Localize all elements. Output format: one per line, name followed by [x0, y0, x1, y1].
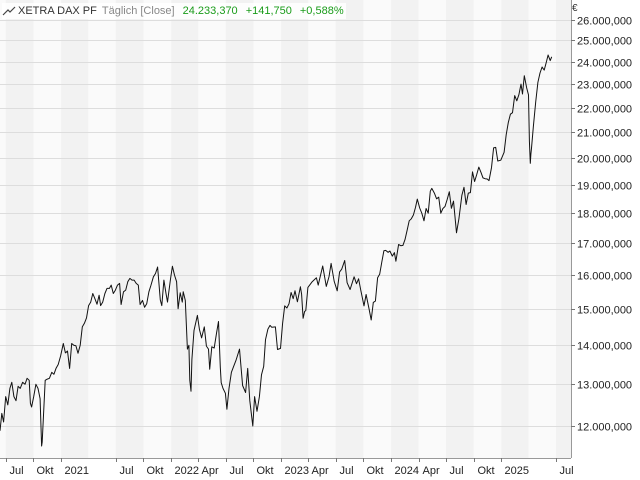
x-tick-label: Okt: [37, 465, 54, 477]
x-tick-label: 2023: [285, 465, 309, 477]
x-tick-label: 2021: [65, 465, 89, 477]
x-tick-label: Jul: [230, 465, 244, 477]
y-tick-label: 24.000,000: [577, 58, 632, 70]
y-tick-label: 23.000,000: [577, 80, 632, 92]
interval-label[interactable]: Täglich [Close]: [101, 5, 175, 17]
x-tick-label: Apr: [312, 465, 329, 477]
y-tick-label: 25.000,000: [577, 36, 632, 48]
x-tick-label: Okt: [257, 465, 274, 477]
last-price: 24.233,370: [182, 5, 238, 17]
x-tick-label: Jul: [340, 465, 354, 477]
y-tick-label: 12.000,000: [577, 422, 632, 434]
time-band: [335, 0, 364, 458]
y-tick-label: 16.000,000: [577, 271, 632, 283]
time-bands: [5, 0, 571, 458]
x-tick-label: Jul: [450, 465, 464, 477]
x-tick-label: 2025: [505, 465, 529, 477]
time-band: [61, 0, 89, 458]
grid-lines: [0, 20, 571, 427]
y-tick-label: 26.000,000: [577, 16, 632, 28]
y-tick-label: 21.000,000: [577, 128, 632, 140]
x-tick-label: 2022: [175, 465, 199, 477]
y-tick-label: 17.000,000: [577, 239, 632, 251]
time-band: [391, 0, 419, 458]
price-change: +141,750: [245, 5, 292, 17]
instrument-title[interactable]: XETRA DAX PF: [18, 5, 97, 17]
x-tick-label: Okt: [367, 465, 384, 477]
time-band: [445, 0, 474, 458]
series-group: [0, 54, 553, 447]
y-tick-label: 14.000,000: [577, 341, 632, 353]
price-change-percent: +0,588%: [299, 5, 344, 17]
time-band: [501, 0, 529, 458]
time-band: [555, 0, 571, 458]
y-axis: 12.000,000 13.000,000 14.000,000 15.000,000…: [571, 16, 632, 434]
x-tick-label: Jul: [560, 465, 574, 477]
time-band: [281, 0, 309, 458]
y-tick-label: 15.000,000: [577, 305, 632, 317]
y-tick-label: 22.000,000: [577, 104, 632, 116]
y-tick-label: 19.000,000: [577, 181, 632, 193]
x-tick-label: Jul: [120, 465, 134, 477]
x-axis: Jul Okt 2021 Jul Okt 2022 Apr Jul Okt 2023 Apr Jul O…: [6, 458, 574, 477]
y-tick-label: 20.000,000: [577, 154, 632, 166]
line-chart-icon: [2, 6, 16, 16]
y-tick-label: 18.000,000: [577, 209, 632, 221]
x-tick-label: Apr: [202, 465, 219, 477]
time-band: [171, 0, 199, 458]
x-tick-label: Okt: [147, 465, 164, 477]
currency-label: €: [572, 3, 578, 14]
chart-header: XETRA DAX PF Täglich [Close] 24.233,370 …: [2, 3, 346, 19]
x-tick-label: 2024: [395, 465, 419, 477]
x-tick-label: Okt: [478, 465, 495, 477]
y-tick-label: 13.000,000: [577, 380, 632, 392]
x-tick-label: Apr: [423, 465, 440, 477]
price-line: [0, 54, 553, 447]
x-tick-label: Jul: [10, 465, 24, 477]
time-band: [115, 0, 144, 458]
